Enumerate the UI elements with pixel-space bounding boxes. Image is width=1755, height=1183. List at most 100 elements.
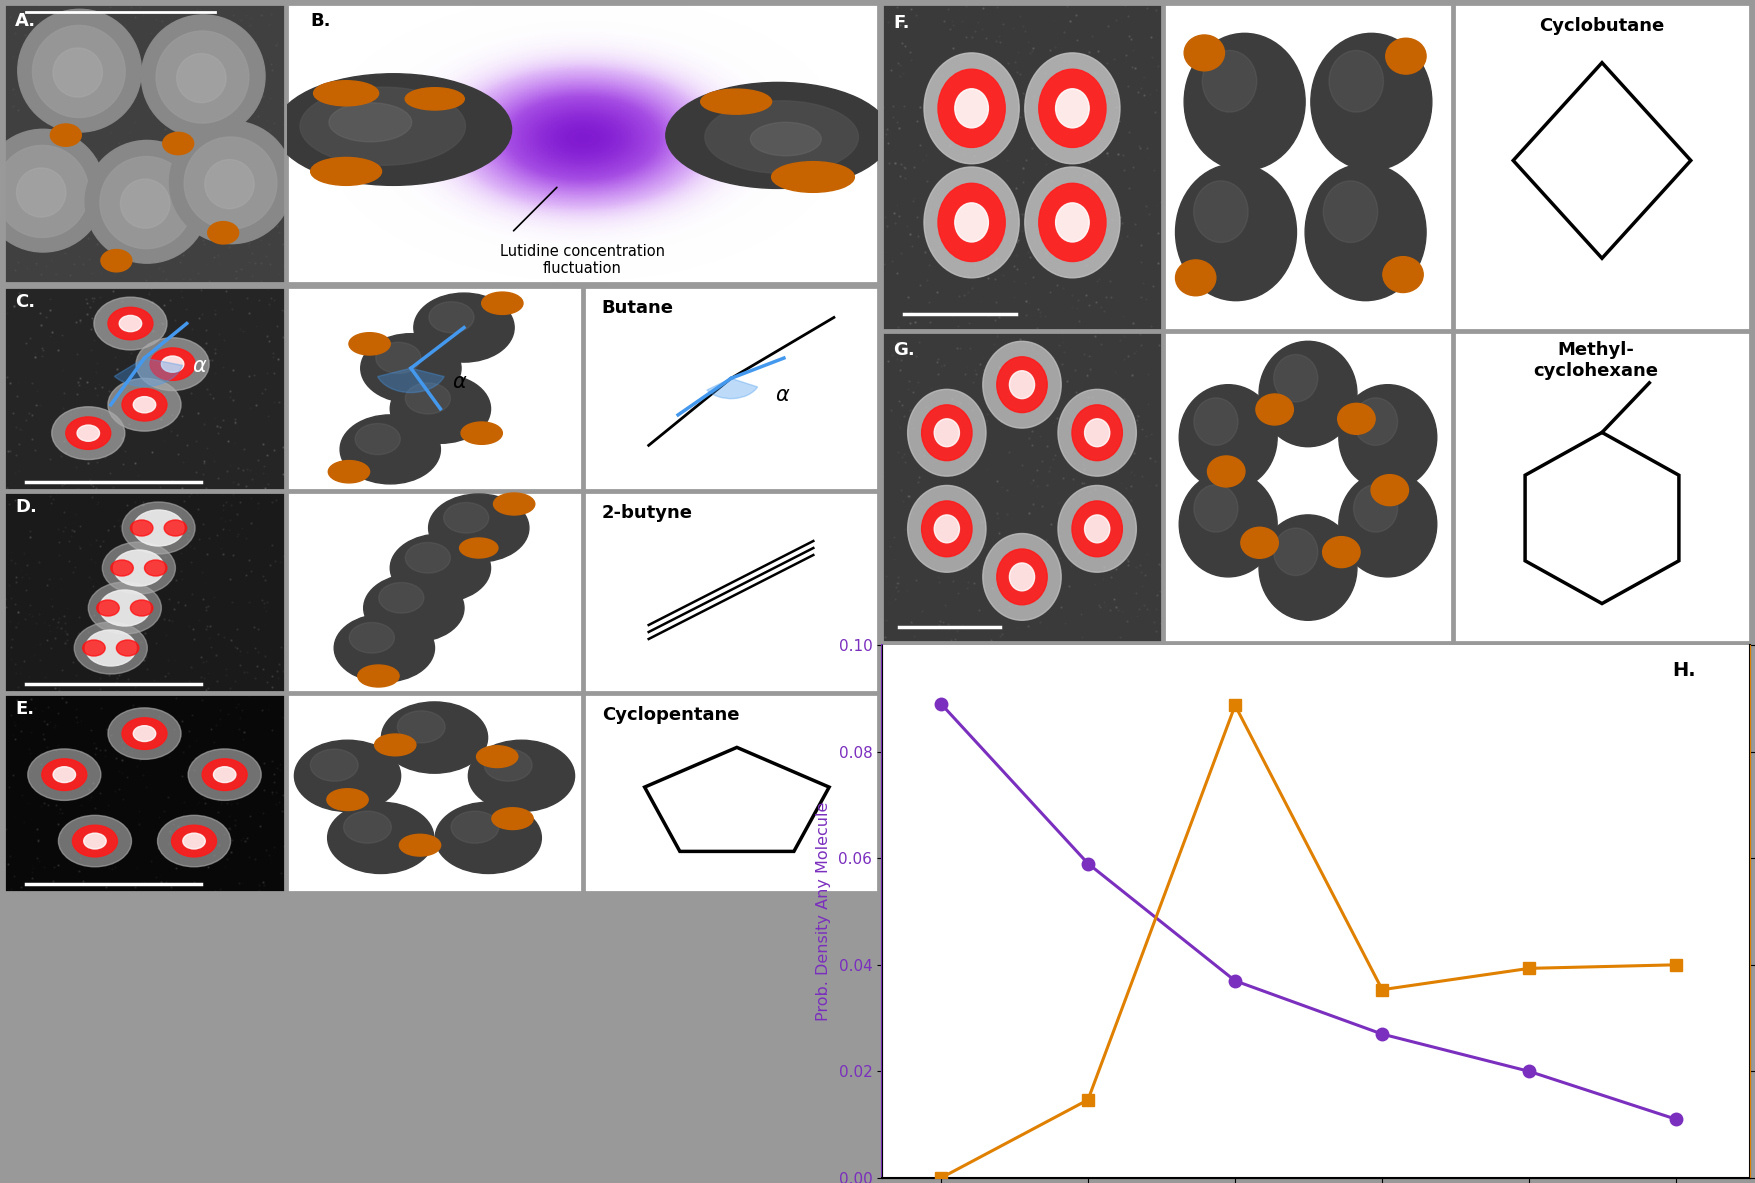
Ellipse shape (374, 733, 416, 756)
Circle shape (300, 88, 465, 166)
Circle shape (484, 749, 532, 781)
Circle shape (428, 494, 528, 562)
Circle shape (177, 53, 226, 103)
Circle shape (172, 826, 216, 856)
Circle shape (955, 89, 988, 128)
Circle shape (934, 419, 960, 447)
Circle shape (937, 183, 1006, 261)
Ellipse shape (1185, 35, 1225, 71)
Circle shape (983, 534, 1062, 620)
Ellipse shape (1207, 455, 1244, 487)
Circle shape (379, 582, 425, 613)
Circle shape (51, 407, 125, 459)
Circle shape (114, 550, 165, 586)
Circle shape (397, 711, 446, 743)
Circle shape (1072, 405, 1123, 460)
Circle shape (390, 534, 491, 602)
Ellipse shape (358, 665, 398, 687)
Ellipse shape (477, 745, 518, 768)
Circle shape (130, 521, 153, 536)
Circle shape (53, 49, 102, 97)
Circle shape (405, 383, 451, 414)
Circle shape (1339, 384, 1437, 490)
Circle shape (1072, 500, 1123, 557)
Circle shape (276, 73, 511, 186)
Circle shape (32, 25, 125, 117)
Circle shape (1055, 202, 1090, 243)
Ellipse shape (462, 422, 502, 445)
Circle shape (144, 560, 167, 576)
Circle shape (86, 141, 209, 263)
Circle shape (84, 833, 107, 849)
Text: G.: G. (893, 342, 914, 360)
Circle shape (1009, 563, 1035, 590)
Circle shape (983, 342, 1062, 428)
Circle shape (921, 500, 972, 557)
Text: A.: A. (16, 12, 37, 31)
Circle shape (158, 815, 230, 867)
Text: B.: B. (311, 12, 332, 31)
Circle shape (1202, 51, 1257, 112)
Circle shape (451, 812, 498, 843)
Circle shape (86, 631, 137, 666)
Circle shape (123, 502, 195, 554)
Circle shape (109, 379, 181, 431)
Circle shape (349, 622, 395, 653)
Text: C.: C. (16, 293, 35, 311)
Circle shape (133, 725, 156, 742)
Ellipse shape (1241, 528, 1278, 558)
Circle shape (82, 640, 105, 657)
Circle shape (1179, 384, 1278, 490)
Text: H.: H. (1673, 661, 1695, 680)
Circle shape (706, 101, 858, 174)
Circle shape (88, 582, 161, 634)
Circle shape (116, 640, 139, 657)
Circle shape (100, 590, 151, 626)
Circle shape (1274, 355, 1318, 402)
Circle shape (28, 749, 100, 801)
Ellipse shape (405, 88, 465, 110)
Circle shape (74, 622, 147, 674)
Circle shape (469, 741, 574, 812)
Wedge shape (114, 358, 183, 387)
Circle shape (362, 334, 462, 402)
Y-axis label: Prob. Density Any Molecule: Prob. Density Any Molecule (816, 802, 832, 1021)
Circle shape (907, 485, 986, 573)
Ellipse shape (1176, 260, 1216, 296)
Text: $\alpha$: $\alpha$ (776, 384, 790, 405)
Circle shape (1085, 515, 1109, 543)
Circle shape (923, 167, 1020, 278)
Circle shape (997, 549, 1048, 605)
Text: Cyclobutane: Cyclobutane (1539, 17, 1665, 35)
Circle shape (1025, 167, 1120, 278)
Circle shape (1311, 33, 1432, 170)
Circle shape (934, 515, 960, 543)
Circle shape (156, 31, 249, 123)
Circle shape (328, 103, 412, 142)
Circle shape (1258, 342, 1357, 447)
Circle shape (1058, 485, 1137, 573)
Circle shape (405, 543, 451, 573)
Circle shape (77, 425, 100, 441)
Circle shape (363, 574, 463, 642)
Circle shape (376, 342, 421, 374)
Text: $\alpha$: $\alpha$ (453, 373, 467, 393)
Circle shape (188, 749, 261, 801)
Circle shape (133, 510, 184, 547)
Circle shape (751, 122, 821, 156)
Circle shape (95, 297, 167, 350)
Circle shape (355, 424, 400, 454)
Circle shape (1039, 183, 1106, 261)
Text: Methyl-
cyclohexane: Methyl- cyclohexane (1534, 342, 1658, 380)
Circle shape (53, 767, 75, 783)
Circle shape (1039, 69, 1106, 148)
Circle shape (0, 146, 90, 238)
Circle shape (1274, 528, 1318, 575)
Ellipse shape (328, 460, 370, 483)
Circle shape (381, 702, 488, 774)
Circle shape (202, 758, 247, 790)
Circle shape (923, 53, 1020, 163)
Ellipse shape (326, 789, 369, 810)
Text: D.: D. (16, 498, 37, 516)
Circle shape (1323, 181, 1378, 243)
